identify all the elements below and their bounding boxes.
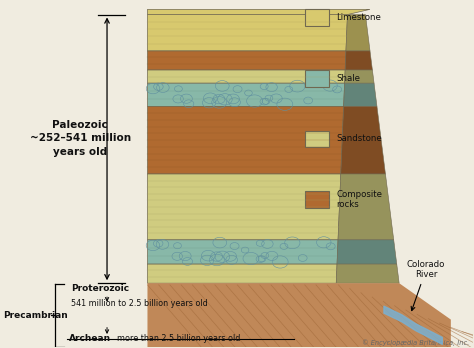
Polygon shape [147, 174, 341, 240]
Text: Colorado
River: Colorado River [407, 260, 445, 310]
Polygon shape [341, 106, 385, 174]
Text: Sandstone: Sandstone [336, 134, 382, 143]
Text: 541 million to 2.5 billion years old: 541 million to 2.5 billion years old [71, 299, 208, 308]
Polygon shape [147, 264, 337, 283]
Text: Shale: Shale [336, 74, 360, 83]
Polygon shape [337, 240, 397, 264]
Polygon shape [147, 15, 347, 51]
Text: Proterozoic: Proterozoic [71, 284, 129, 293]
Polygon shape [346, 15, 370, 51]
Polygon shape [345, 70, 374, 83]
Polygon shape [344, 83, 377, 106]
Polygon shape [147, 9, 370, 15]
Polygon shape [147, 51, 346, 70]
Polygon shape [147, 70, 345, 83]
Bar [305, 130, 329, 147]
Bar [305, 70, 329, 87]
Polygon shape [147, 83, 345, 106]
Polygon shape [147, 240, 338, 264]
Text: Limestone: Limestone [336, 13, 381, 22]
Polygon shape [338, 174, 394, 240]
Text: Precambrian: Precambrian [3, 311, 67, 320]
Text: more than 2.5 billion years old: more than 2.5 billion years old [107, 334, 240, 343]
Text: Paleozoic
~252–541 million
years old: Paleozoic ~252–541 million years old [29, 120, 131, 157]
Bar [305, 9, 329, 26]
Text: Archean: Archean [69, 334, 111, 343]
Polygon shape [336, 264, 399, 283]
Bar [305, 191, 329, 208]
Polygon shape [147, 106, 344, 174]
Polygon shape [345, 51, 373, 70]
Text: Composite
rocks: Composite rocks [336, 190, 382, 209]
Polygon shape [147, 283, 451, 347]
Text: © Encyclopædia Britannica, Inc.: © Encyclopædia Britannica, Inc. [362, 339, 469, 346]
